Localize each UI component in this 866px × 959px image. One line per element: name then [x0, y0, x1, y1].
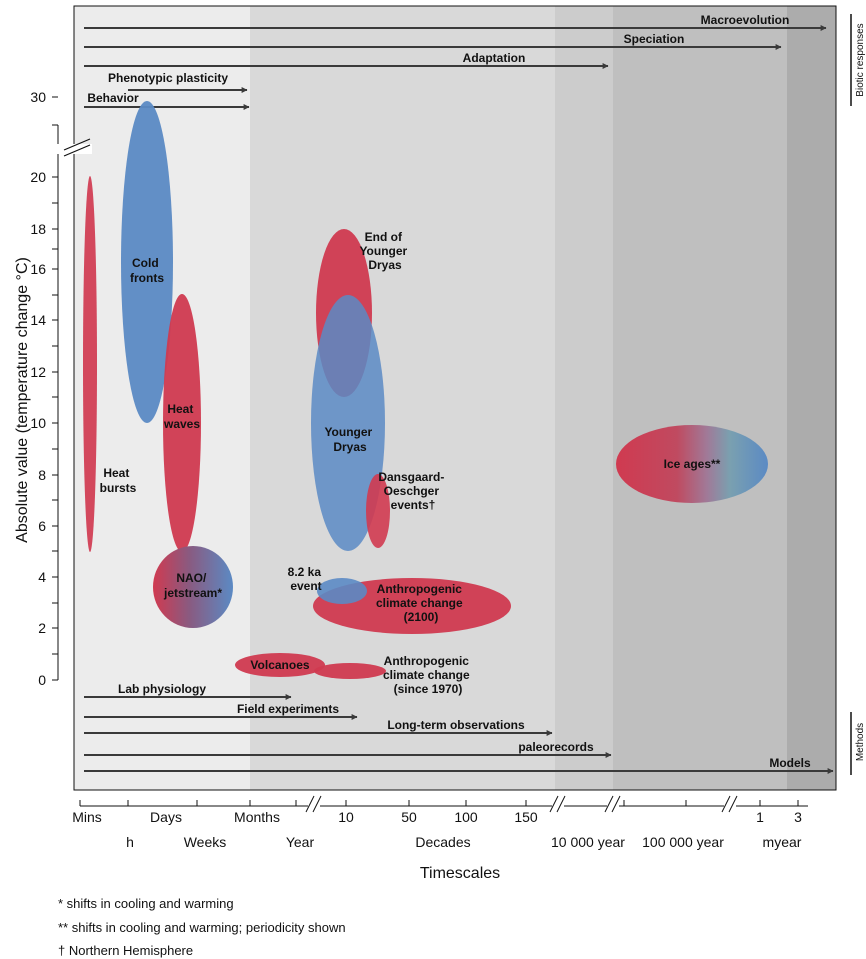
ka-event-label: 8.2 ka event — [288, 565, 325, 593]
behavior-label: Behavior — [87, 91, 139, 105]
y-axis-break — [63, 138, 91, 151]
long-term-observations-label: Long-term observations — [387, 718, 525, 732]
phenotypic-plasticity-label: Phenotypic plasticity — [108, 71, 228, 85]
lab-physiology-label: Lab physiology — [118, 682, 206, 696]
footnote-single-asterisk: * shifts in cooling and warming — [58, 896, 234, 911]
methods-label: Methods — [855, 723, 866, 761]
x-tick-months: Months — [234, 809, 280, 825]
heat-waves-ellipse — [163, 294, 201, 552]
heat-bursts-ellipse — [83, 176, 97, 552]
x-tick-mins: Mins — [72, 809, 102, 825]
biotic-arrows: Macroevolution Speciation Adaptation Phe… — [84, 13, 827, 110]
x-tick-days: Days — [150, 809, 182, 825]
x-axis-breaks — [305, 795, 738, 813]
volcanoes-label: Volcanoes — [250, 658, 309, 672]
nao-jetstream-ellipse — [153, 546, 233, 628]
band-myear — [787, 6, 836, 790]
side-brackets: Biotic responses Methods — [850, 14, 866, 775]
anthropogenic-2100-label: Anthropogenic climate change (2100) — [376, 582, 466, 624]
footnote-double-asterisk: ** shifts in cooling and warming; period… — [58, 920, 346, 935]
x-tick-50: 50 — [401, 809, 417, 825]
band-100000-year — [613, 6, 787, 790]
x-tick-weeks: Weeks — [184, 834, 227, 850]
y-tick-4: 4 — [38, 569, 46, 585]
x-tick-h: h — [126, 834, 134, 850]
cold-fronts-label: Cold fronts — [130, 256, 164, 285]
cold-fronts-ellipse — [121, 101, 173, 423]
nao-jetstream-label: NAO/ jetstream* — [163, 571, 222, 600]
x-tick-decades: Decades — [415, 834, 470, 850]
ka-event-ellipse — [317, 578, 367, 604]
x-axis-title: Timescales — [420, 865, 500, 882]
models-label: Models — [769, 756, 811, 770]
method-arrows: Lab physiology Field experiments Long-te… — [84, 682, 834, 774]
heat-waves-label: Heat waves — [163, 402, 200, 431]
y-tick-6: 6 — [38, 518, 46, 534]
footnote-dagger: † Northern Hemisphere — [58, 943, 194, 958]
anthropogenic-1970-label: Anthropogenic climate change (since 1970… — [383, 654, 473, 696]
y-tick-2: 2 — [38, 620, 46, 636]
x-tick-10000-year: 10 000 year — [551, 834, 625, 850]
heat-bursts-label: Heat bursts — [100, 466, 137, 495]
speciation-label: Speciation — [624, 32, 685, 46]
biotic-responses-label: Biotic responses — [855, 23, 866, 96]
y-tick-14: 14 — [30, 312, 46, 328]
ice-ages-ellipse — [616, 425, 768, 503]
x-tick-100000-year: 100 000 year — [642, 834, 724, 850]
dansgaard-oeschger-ellipse — [366, 474, 390, 548]
ice-ages-label: Ice ages** — [664, 457, 721, 471]
plot-frame — [73, 5, 837, 791]
climate-events: Heat bursts Cold fronts Heat waves NAO/ … — [83, 101, 768, 696]
y-axis: 0 2 4 6 8 10 12 14 16 18 20 30 Absolute … — [14, 89, 92, 688]
younger-dryas-ellipse — [311, 295, 385, 551]
paleorecords-label: paleorecords — [518, 740, 594, 754]
younger-dryas-label: Younger Dryas — [324, 425, 375, 454]
y-tick-12: 12 — [30, 364, 46, 380]
volcanoes-ellipse — [235, 653, 325, 677]
y-tick-16: 16 — [30, 261, 46, 277]
anthropogenic-1970-ellipse — [314, 663, 386, 679]
x-axis: Mins Days Months 10 50 100 150 1 3 h Wee… — [72, 795, 808, 882]
x-tick-100: 100 — [454, 809, 478, 825]
x-tick-myear: myear — [763, 834, 802, 850]
x-tick-1: 1 — [756, 809, 764, 825]
y-axis-title: Absolute value (temperature change °C) — [14, 257, 31, 543]
adaptation-label: Adaptation — [463, 51, 526, 65]
y-tick-18: 18 — [30, 221, 46, 237]
x-tick-150: 150 — [514, 809, 538, 825]
y-tick-30: 30 — [30, 89, 46, 105]
y-tick-20: 20 — [30, 169, 46, 185]
band-10000-year — [555, 6, 613, 790]
x-tick-10: 10 — [338, 809, 354, 825]
x-tick-3: 3 — [794, 809, 802, 825]
y-tick-8: 8 — [38, 467, 46, 483]
timescale-bands — [74, 6, 836, 790]
x-tick-year: Year — [286, 834, 315, 850]
y-tick-0: 0 — [38, 672, 46, 688]
macroevolution-label: Macroevolution — [701, 13, 790, 27]
field-experiments-label: Field experiments — [237, 702, 339, 716]
band-minutes-hours — [74, 6, 128, 790]
y-tick-10: 10 — [30, 415, 46, 431]
end-younger-dryas-label: End of Younger Dryas — [359, 230, 410, 272]
dansgaard-oeschger-label: Dansgaard- Oeschger events† — [378, 470, 447, 512]
